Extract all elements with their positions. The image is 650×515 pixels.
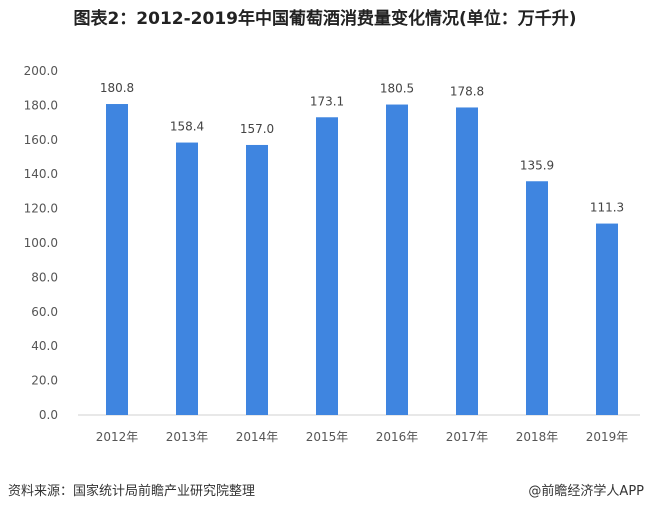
bar-2012年 [106,104,128,416]
y-tick-label: 160.0 [24,133,58,147]
bar-2013年 [176,142,198,415]
y-tick-label: 200.0 [24,64,58,78]
data-label: 158.4 [170,120,204,134]
chart-title: 图表2：2012-2019年中国葡萄酒消费量变化情况(单位：万千升) [73,8,576,29]
x-tick-label: 2017年 [446,430,489,444]
data-label: 157.0 [240,122,274,136]
y-tick-label: 180.0 [24,98,58,112]
bar-2018年 [526,181,548,415]
bar-2014年 [246,144,268,415]
x-tick-label: 2019年 [586,430,629,444]
source-note: 资料来源：国家统计局前瞻产业研究院整理 [8,483,255,499]
y-tick-label: 20.0 [31,374,58,388]
data-label: 180.5 [380,82,414,96]
x-tick-label: 2016年 [376,430,419,444]
y-tick-label: 100.0 [24,236,58,250]
x-tick-label: 2013年 [166,430,209,444]
y-tick-label: 80.0 [31,270,58,284]
x-tick-label: 2018年 [516,430,559,444]
data-label: 111.3 [590,201,624,215]
bar-2019年 [596,223,618,415]
y-tick-label: 60.0 [31,305,58,319]
x-tick-label: 2015年 [306,430,349,444]
x-tick-label: 2014年 [236,430,279,444]
bar-2017年 [456,107,478,416]
data-label: 135.9 [520,158,554,172]
y-tick-label: 120.0 [24,202,58,216]
bar-2016年 [386,104,408,415]
credit-note: @前瞻经济学人APP [528,483,644,499]
data-label: 180.8 [100,81,134,95]
data-label: 178.8 [450,84,484,98]
data-label: 173.1 [310,94,344,108]
y-tick-label: 140.0 [24,167,58,181]
bar-2015年 [316,117,338,415]
y-tick-label: 0.0 [39,408,58,422]
x-tick-label: 2012年 [96,430,139,444]
y-tick-label: 40.0 [31,339,58,353]
